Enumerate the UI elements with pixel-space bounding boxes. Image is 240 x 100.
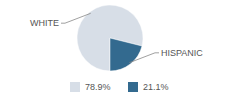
slice-label: HISPANIC (161, 48, 203, 58)
legend-swatch (128, 82, 138, 92)
legend-label: 21.1% (143, 82, 169, 92)
slice-label: WHITE (30, 18, 59, 28)
chart: WHITE HISPANIC 78.9% 21.1% (0, 0, 240, 100)
legend-label: 78.9% (85, 82, 111, 92)
leader-line (61, 13, 91, 23)
legend: 78.9% 21.1% (70, 82, 169, 92)
leader-line (129, 53, 159, 63)
legend-swatch (70, 82, 80, 92)
slice (110, 38, 142, 71)
pie: WHITE HISPANIC (30, 5, 203, 71)
